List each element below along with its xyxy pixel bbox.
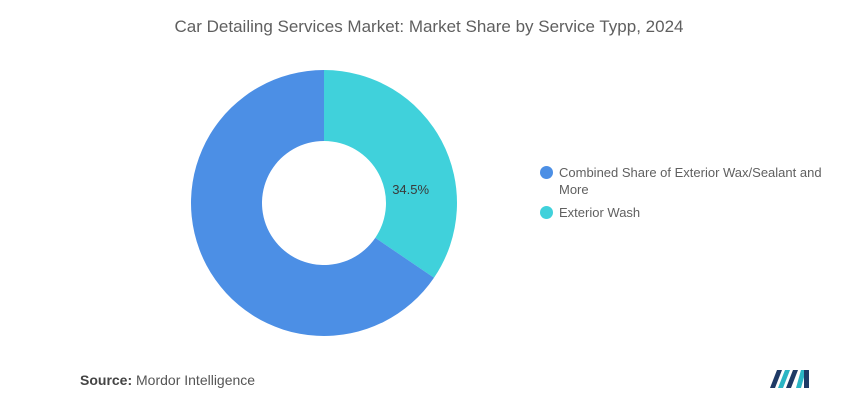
source-note: Source: Mordor Intelligence (80, 372, 255, 388)
chart-title: Car Detailing Services Market: Market Sh… (174, 17, 684, 36)
data-label-0: 34.5% (392, 182, 429, 197)
legend-label-combined-share: Combined Share of Exterior Wax/Sealant a… (559, 165, 822, 197)
donut-slice-exterior-wash[interactable] (324, 70, 457, 278)
source-key: Source: (80, 372, 133, 388)
mordor-intelligence-logo-icon (770, 370, 809, 388)
legend-swatch-combined-share (540, 166, 553, 179)
legend-item-exterior-wash[interactable]: Exterior Wash (540, 204, 840, 221)
legend-item-combined-share[interactable]: Combined Share of Exterior Wax/Sealant a… (540, 164, 840, 198)
legend: Combined Share of Exterior Wax/Sealant a… (540, 164, 840, 227)
legend-label-exterior-wash: Exterior Wash (559, 205, 641, 220)
source-value: Mordor Intelligence (136, 372, 256, 388)
legend-swatch-exterior-wash (540, 206, 553, 219)
donut-slice-combined-share-of-exterior-wax-sealant-and-more[interactable] (190, 70, 435, 337)
